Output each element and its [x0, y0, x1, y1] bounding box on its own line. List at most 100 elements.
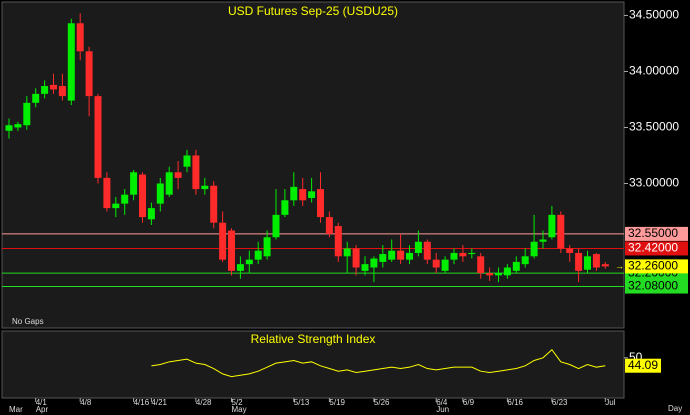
- candle-body: [236, 264, 244, 271]
- candle-body: [503, 267, 511, 276]
- candle-body: [201, 185, 209, 190]
- candle-body: [14, 124, 22, 128]
- candle-body: [174, 172, 182, 178]
- last-box: [625, 259, 688, 274]
- candle-body: [147, 208, 155, 220]
- x-unit-label: Day: [668, 404, 682, 413]
- candle-body: [23, 102, 31, 126]
- last-arrow: →: [615, 261, 624, 271]
- x-tick-label: Jul: [605, 398, 615, 407]
- x-tick-label: 4/28: [196, 398, 212, 407]
- x-tick-label: 4/16: [134, 398, 150, 407]
- last-box: [625, 358, 661, 373]
- candle-body: [85, 51, 93, 97]
- candle-body: [308, 191, 316, 199]
- candle-body: [325, 217, 333, 234]
- x-tick-label: 6/4: [436, 398, 448, 407]
- month-label: Apr: [36, 405, 49, 414]
- candle-body: [370, 258, 378, 268]
- x-tick-label: 6/16: [507, 398, 523, 407]
- candle-body: [219, 222, 227, 260]
- y-tick-label: 33.50000: [629, 120, 679, 134]
- candle-body: [592, 254, 600, 268]
- candle-body: [406, 252, 413, 260]
- level-box: [625, 279, 688, 294]
- chart-title: USD Futures Sep-25 (USDU25): [228, 4, 398, 18]
- level-label: 32.08000: [628, 279, 678, 293]
- candle-body: [450, 252, 458, 260]
- candle-body: [575, 252, 583, 271]
- x-tick-label: 4/1: [36, 398, 48, 407]
- candle-body: [379, 254, 387, 262]
- x-tick-label: 5/2: [232, 398, 244, 407]
- y-tick-label: 33.00000: [629, 176, 679, 190]
- rsi-line: [151, 349, 606, 378]
- candle-body: [441, 259, 449, 271]
- x-tick-label: 6/23: [552, 398, 568, 407]
- candle-body: [281, 200, 289, 215]
- candle-body: [495, 273, 502, 276]
- candle-body: [486, 273, 494, 276]
- candle-body: [290, 186, 298, 201]
- candle-body: [76, 23, 84, 52]
- level-label: 32.42000: [628, 241, 678, 255]
- level-label: 32.55000: [628, 226, 678, 240]
- candle-body: [584, 256, 591, 270]
- month-label: May: [232, 405, 247, 414]
- candle-body: [192, 155, 200, 190]
- candle-body: [67, 23, 75, 101]
- candle-body: [512, 261, 520, 271]
- candle-body: [272, 214, 280, 238]
- candle-body: [539, 239, 547, 242]
- rsi-title: Relative Strength Index: [251, 332, 376, 346]
- candle-body: [210, 185, 218, 223]
- candle-body: [601, 264, 609, 267]
- candle-body: [156, 183, 164, 204]
- month-label: Mar: [9, 405, 23, 414]
- level-box: [625, 226, 688, 241]
- candle-body: [521, 256, 529, 265]
- candle-body: [50, 84, 57, 90]
- candle-body: [334, 226, 342, 257]
- candle-body: [103, 177, 111, 209]
- rsi-panel: [1, 330, 625, 399]
- candle-body: [414, 241, 422, 253]
- last-label: 44.09: [628, 358, 658, 372]
- x-tick-label: 5/13: [294, 398, 310, 407]
- y-tick-label: 34.00000: [629, 64, 679, 78]
- x-tick-label: 4/8: [80, 398, 92, 407]
- candle-body: [183, 155, 191, 167]
- candle-body: [41, 86, 49, 94]
- candle-body: [112, 203, 120, 209]
- candle-body: [5, 125, 13, 131]
- candle-body: [228, 230, 235, 271]
- candle-body: [121, 194, 129, 204]
- candle-body: [566, 248, 574, 253]
- x-tick-label: 6/9: [463, 398, 475, 407]
- candle-body: [423, 241, 431, 260]
- candle-body: [343, 248, 351, 257]
- candle-body: [397, 250, 405, 260]
- last-label: 32.26000: [628, 259, 678, 273]
- candle-body: [32, 93, 40, 103]
- candle-body: [352, 248, 360, 268]
- annotation: No Gaps: [12, 317, 44, 326]
- candle-body: [317, 189, 324, 218]
- candle-body: [299, 189, 307, 201]
- candle-body: [130, 172, 138, 195]
- candle-body: [139, 174, 146, 218]
- x-tick-label: 5/26: [374, 398, 390, 407]
- x-tick-label: 5/19: [329, 398, 345, 407]
- price-panel: [1, 1, 625, 329]
- candle-body: [468, 252, 476, 255]
- candle-body: [254, 250, 262, 260]
- x-tick-label: 4/21: [151, 398, 167, 407]
- candle-body: [548, 214, 556, 238]
- candle-body: [557, 214, 565, 249]
- level-box: [625, 241, 688, 256]
- candle-body: [432, 259, 440, 268]
- candle-body: [263, 237, 271, 257]
- candle-body: [477, 256, 485, 274]
- candle-body: [388, 250, 396, 260]
